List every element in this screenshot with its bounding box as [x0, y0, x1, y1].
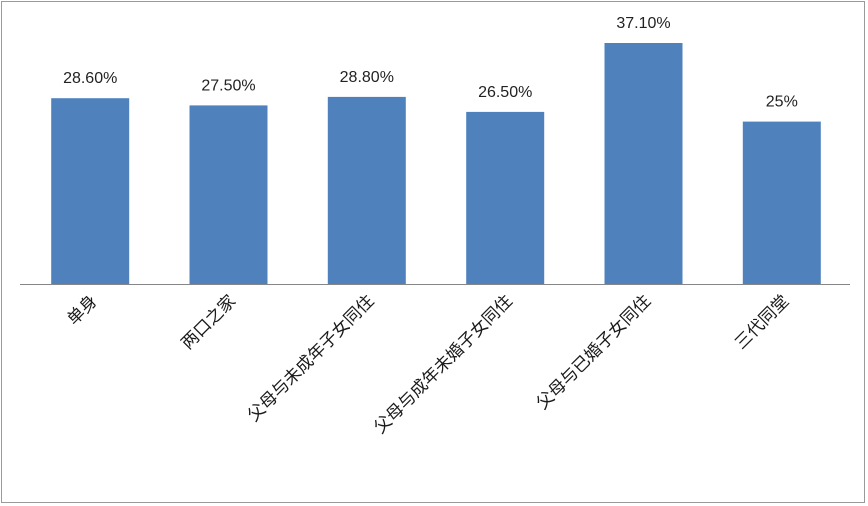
bar-2 — [189, 105, 268, 285]
bar-3 — [327, 96, 406, 285]
category-label-6: 三代同堂 — [731, 291, 793, 353]
bar-series — [51, 43, 821, 285]
data-label-5: 37.10% — [616, 15, 670, 32]
bar-5 — [604, 43, 683, 284]
data-labels: 28.60% 27.50% 28.80% 26.50% 37.10% 25% — [63, 15, 798, 111]
bar-1 — [51, 98, 130, 284]
category-label-5: 父母与已婚子女同住 — [533, 291, 655, 413]
data-label-3: 28.80% — [340, 69, 394, 86]
data-label-4: 26.50% — [478, 84, 532, 101]
bar-4 — [466, 111, 545, 285]
category-label-2: 两口之家 — [178, 291, 240, 353]
data-label-1: 28.60% — [63, 70, 117, 87]
data-label-2: 27.50% — [201, 77, 255, 94]
category-label-1: 单身 — [64, 291, 102, 329]
data-label-6: 25% — [766, 94, 798, 111]
bar-6 — [742, 121, 821, 284]
category-label-3: 父母与未成年子女同住 — [244, 291, 378, 425]
category-label-4: 父母与成年未婚子女同住 — [370, 291, 516, 437]
